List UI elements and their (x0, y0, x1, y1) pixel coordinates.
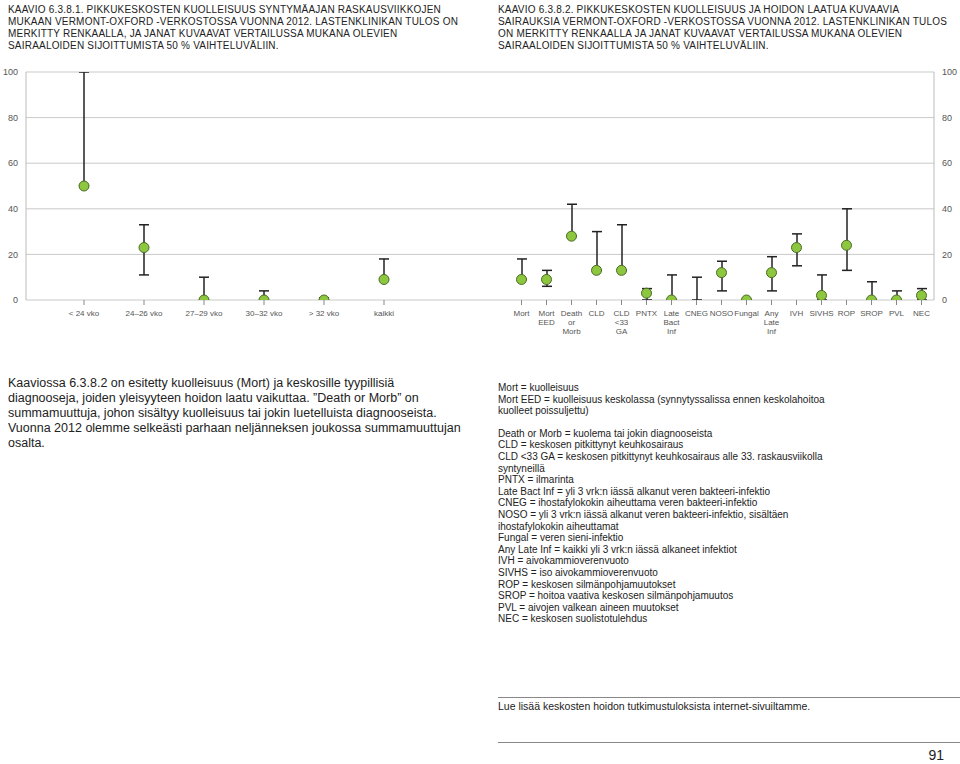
svg-text:24–26 vko: 24–26 vko (126, 309, 163, 318)
svg-text:DeathorMorb: DeathorMorb (561, 309, 582, 336)
svg-text:30–32 vko: 30–32 vko (246, 309, 283, 318)
html-text:SROP = hoitoa vaativa keskosen: SROP = hoitoa vaativa keskosen silmänpoh… (498, 590, 734, 602)
svg-text:20: 20 (8, 250, 18, 260)
svg-text:kaikki: kaikki (374, 309, 394, 318)
svg-text:CLD: CLD (588, 309, 604, 318)
html-text:Death or Morb = kuolema tai jo: Death or Morb = kuolema tai jokin diagno… (498, 427, 713, 439)
html-text:PNTX = ilmarinta: PNTX = ilmarinta (498, 474, 574, 486)
svg-text:PNTX: PNTX (636, 309, 658, 318)
html-text:KAAVIO 6.3.8.1. PIKKUKESKOSTEN: KAAVIO 6.3.8.1. PIKKUKESKOSTEN KUOLLEISU… (8, 4, 459, 51)
svg-text:Mort: Mort (514, 309, 531, 318)
svg-text:40: 40 (8, 204, 18, 214)
html-text:PVL = aivojen valkean aineen m: PVL = aivojen valkean aineen muutokset (498, 601, 679, 613)
svg-text:> 32 vko: > 32 vko (309, 309, 340, 318)
html-text:CNEG = ihostafylokokin aiheutt: CNEG = ihostafylokokin aiheuttama veren … (498, 497, 758, 509)
svg-text:60: 60 (942, 158, 952, 168)
svg-text:LateBactInf: LateBactInf (663, 309, 680, 336)
svg-text:AnyLateInf: AnyLateInf (764, 309, 780, 336)
html-text:CLD = keskosen pitkittynyt keu: CLD = keskosen pitkittynyt keuhkosairaus (498, 439, 684, 451)
svg-text:40: 40 (942, 204, 952, 214)
html-text:Kaaviossa 6.3.8.2 on esitetty: Kaaviossa 6.3.8.2 on esitetty kuolleisuu… (8, 376, 461, 450)
svg-text:IVH: IVH (790, 309, 804, 318)
svg-text:CLD<33GA: CLD<33GA (613, 309, 629, 336)
html-text:Mort EED = kuolleisuus keskola: Mort EED = kuolleisuus keskolassa (synny… (498, 393, 825, 417)
html-text:Any Late Inf = kaikki yli 3 vr: Any Late Inf = kaikki yli 3 vrk:n iässä … (498, 543, 737, 555)
svg-text:100: 100 (942, 67, 952, 77)
svg-text:0: 0 (13, 295, 18, 305)
html-text:CLD <33 GA = keskosen pitkitty: CLD <33 GA = keskosen pitkittynyt keuhko… (498, 451, 823, 474)
html-text:KAAVIO 6.3.8.2. PIKKUKESKOSTEN: KAAVIO 6.3.8.2. PIKKUKESKOSTEN KUOLLEISU… (498, 4, 948, 51)
svg-text:0: 0 (942, 295, 947, 305)
html-text:Fungal = veren sieni-infektio: Fungal = veren sieni-infektio (498, 532, 624, 544)
svg-text:< 24 vko: < 24 vko (69, 309, 100, 318)
svg-text:27–29 vko: 27–29 vko (186, 309, 223, 318)
html-text:IVH = aivokammioverenvuoto: IVH = aivokammioverenvuoto (498, 555, 629, 567)
svg-text:MortEED: MortEED (538, 309, 555, 327)
html-text:Late Bact Inf = yli 3 vrk:n iä: Late Bact Inf = yli 3 vrk:n iässä alkanu… (498, 485, 771, 497)
svg-text:80: 80 (8, 113, 18, 123)
html-text:91: 91 (928, 747, 944, 763)
svg-text:60: 60 (8, 158, 18, 168)
html-text:NOSO = yli 3 vrk:n iässä alkan: NOSO = yli 3 vrk:n iässä alkanut veren b… (498, 508, 789, 532)
svg-text:SROP: SROP (860, 309, 883, 318)
svg-text:Fungal: Fungal (734, 309, 759, 318)
html-text:NEC = keskosen suolistotulehdu: NEC = keskosen suolistotulehdus (498, 613, 648, 625)
svg-text:NEC: NEC (913, 309, 930, 318)
svg-text:PVL: PVL (889, 309, 905, 318)
svg-text:100: 100 (8, 67, 18, 77)
html-text:Mort = kuolleisuus: Mort = kuolleisuus (498, 382, 579, 393)
svg-text:80: 80 (942, 113, 952, 123)
svg-text:CNEG: CNEG (685, 309, 708, 318)
svg-text:NOSO: NOSO (710, 309, 734, 318)
svg-text:20: 20 (942, 250, 952, 260)
svg-text:ROP: ROP (838, 309, 855, 318)
html-text:SIVHS = iso aivokammioverenvuo: SIVHS = iso aivokammioverenvuoto (498, 566, 658, 578)
svg-text:SIVHS: SIVHS (809, 309, 833, 318)
html-text:Lue lisää keskosten hoidon tut: Lue lisää keskosten hoidon tutkimustulok… (498, 700, 811, 712)
html-text:ROP = keskosen silmänpohjamuut: ROP = keskosen silmänpohjamuutokset (498, 578, 676, 590)
